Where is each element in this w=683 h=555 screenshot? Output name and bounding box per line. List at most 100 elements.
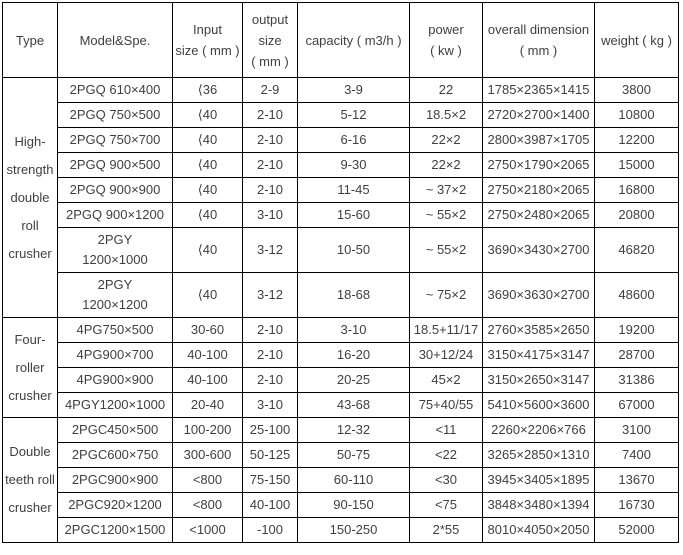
dimension-cell: 3150×4175×3147 xyxy=(482,342,595,368)
power-cell: 22×2 xyxy=(409,127,483,153)
capacity-cell: 90-150 xyxy=(297,492,410,518)
col-header-power: power ( kw ) xyxy=(409,2,483,78)
model-cell: 4PG750×500 xyxy=(57,317,173,343)
capacity-cell: 6-16 xyxy=(297,127,410,153)
capacity-cell: 50-75 xyxy=(297,442,410,468)
input-size-cell: 30-60 xyxy=(172,317,243,343)
weight-cell: 3800 xyxy=(594,77,679,103)
power-cell: 75+40/55 xyxy=(409,392,483,418)
model-cell: 4PG900×700 xyxy=(57,342,173,368)
weight-cell: 13670 xyxy=(594,467,679,493)
weight-cell: 7400 xyxy=(594,442,679,468)
power-cell: <30 xyxy=(409,467,483,493)
power-cell: 22×2 xyxy=(409,152,483,178)
input-size-cell: <800 xyxy=(172,467,243,493)
dimension-cell: 3150×2650×3147 xyxy=(482,367,595,393)
capacity-cell: 3-10 xyxy=(297,317,410,343)
weight-cell: 67000 xyxy=(594,392,679,418)
capacity-cell: 43-68 xyxy=(297,392,410,418)
capacity-cell: 15-60 xyxy=(297,202,410,228)
output-size-cell: 2-10 xyxy=(242,102,298,128)
weight-cell: 28700 xyxy=(594,342,679,368)
capacity-cell: 10-50 xyxy=(297,227,410,273)
output-size-cell: 75-150 xyxy=(242,467,298,493)
model-cell: 4PG900×900 xyxy=(57,367,173,393)
input-size-cell: 300-600 xyxy=(172,442,243,468)
power-cell: ~ 55×2 xyxy=(409,202,483,228)
capacity-cell: 12-32 xyxy=(297,417,410,443)
capacity-cell: 5-12 xyxy=(297,102,410,128)
col-header-weight: weight ( kg ) xyxy=(594,2,679,78)
table-row: Four- roller crusher 4PG750×500 30-60 2-… xyxy=(2,317,679,418)
dimension-cell: 1785×2365×1415 xyxy=(482,77,595,103)
type-group-double-teeth-roll-crusher: Double teeth roll crusher xyxy=(2,417,58,543)
table-row: Double teeth roll crusher 2PGC450×500 10… xyxy=(2,417,679,543)
dimension-cell: 2760×3585×2650 xyxy=(482,317,595,343)
power-cell: 18.5×2 xyxy=(409,102,483,128)
weight-cell: 15000 xyxy=(594,152,679,178)
header-row: Type Model&Spe. Input size ( mm ) output… xyxy=(2,2,679,78)
output-size-cell: 2-10 xyxy=(242,367,298,393)
capacity-cell: 11-45 xyxy=(297,177,410,203)
power-cell: 18.5+11/17 xyxy=(409,317,483,343)
output-size-cell: 3-10 xyxy=(242,392,298,418)
dimension-cell: 8010×4050×2050 xyxy=(482,517,595,543)
col-header-output-size: output size ( mm ) xyxy=(242,2,298,78)
input-size-cell: ⟨40 xyxy=(172,202,243,228)
input-size-cell: 20-40 xyxy=(172,392,243,418)
col-header-model: Model&Spe. xyxy=(57,2,173,78)
dimension-cell: 3265×2850×1310 xyxy=(482,442,595,468)
model-cell: 2PGQ 750×500 xyxy=(57,102,173,128)
input-size-cell: ⟨40 xyxy=(172,272,243,318)
col-header-type: Type xyxy=(2,2,58,78)
table-row: 4PG900×700 40-100 2-10 16-20 30+12/24 31… xyxy=(3,342,679,368)
dimension-cell: 2750×1790×2065 xyxy=(482,152,595,178)
model-cell: 2PGC600×750 xyxy=(57,442,173,468)
weight-cell: 19200 xyxy=(594,317,679,343)
capacity-cell: 18-68 xyxy=(297,272,410,318)
table-row: 2PGC1200×1500 <1000 -100 150-250 2*55 80… xyxy=(3,517,679,543)
input-size-cell: ⟨40 xyxy=(172,127,243,153)
dimension-cell: 3690×3630×2700 xyxy=(482,272,595,318)
output-size-cell: 2-10 xyxy=(242,342,298,368)
dimension-cell: 2720×2700×1400 xyxy=(482,102,595,128)
output-size-cell: -100 xyxy=(242,517,298,543)
input-size-cell: <1000 xyxy=(172,517,243,543)
table-row: 2PGQ 900×1200 ⟨40 3-10 15-60 ~ 55×2 2750… xyxy=(3,202,679,228)
output-size-cell: 2-10 xyxy=(242,317,298,343)
table-row: 2PGC900×900 <800 75-150 60-110 <30 3945×… xyxy=(3,467,679,493)
table-row: 4PG900×900 40-100 2-10 20-25 45×2 3150×2… xyxy=(3,367,679,393)
model-cell: 2PGQ 610×400 xyxy=(57,77,173,103)
input-size-cell: 40-100 xyxy=(172,342,243,368)
model-cell: 4PGY1200×1000 xyxy=(57,392,173,418)
input-size-cell: 40-100 xyxy=(172,367,243,393)
weight-cell: 10800 xyxy=(594,102,679,128)
dimension-cell: 3690×3430×2700 xyxy=(482,227,595,273)
dimension-cell: 2750×2180×2065 xyxy=(482,177,595,203)
capacity-cell: 20-25 xyxy=(297,367,410,393)
table-row: 2PGC920×1200 <800 40-100 90-150 <75 3848… xyxy=(3,492,679,518)
output-size-cell: 2-10 xyxy=(242,152,298,178)
power-cell: <11 xyxy=(409,417,483,443)
capacity-cell: 3-9 xyxy=(297,77,410,103)
power-cell: 22 xyxy=(409,77,483,103)
power-cell: 45×2 xyxy=(409,367,483,393)
power-cell: ~ 55×2 xyxy=(409,227,483,273)
power-cell: 2*55 xyxy=(409,517,483,543)
table-row: 2PGY 1200×1200 ⟨40 3-12 18-68 ~ 75×2 369… xyxy=(3,272,679,318)
input-size-cell: ⟨40 xyxy=(172,177,243,203)
output-size-cell: 40-100 xyxy=(242,492,298,518)
table-row: High- strength double roll crusher 2PGQ … xyxy=(2,77,679,318)
dimension-cell: 2800×3987×1705 xyxy=(482,127,595,153)
type-group-four-roller-crusher: Four- roller crusher xyxy=(2,317,58,418)
input-size-cell: <800 xyxy=(172,492,243,518)
col-header-overall-dimension: overall dimension ( mm ) xyxy=(482,2,595,78)
model-cell: 2PGQ 900×1200 xyxy=(57,202,173,228)
output-size-cell: 3-10 xyxy=(242,202,298,228)
spec-table: Type Model&Spe. Input size ( mm ) output… xyxy=(2,2,679,543)
output-size-cell: 50-125 xyxy=(242,442,298,468)
model-cell: 2PGQ 900×500 xyxy=(57,152,173,178)
input-size-cell: ⟨40 xyxy=(172,227,243,273)
model-cell: 2PGC1200×1500 xyxy=(57,517,173,543)
